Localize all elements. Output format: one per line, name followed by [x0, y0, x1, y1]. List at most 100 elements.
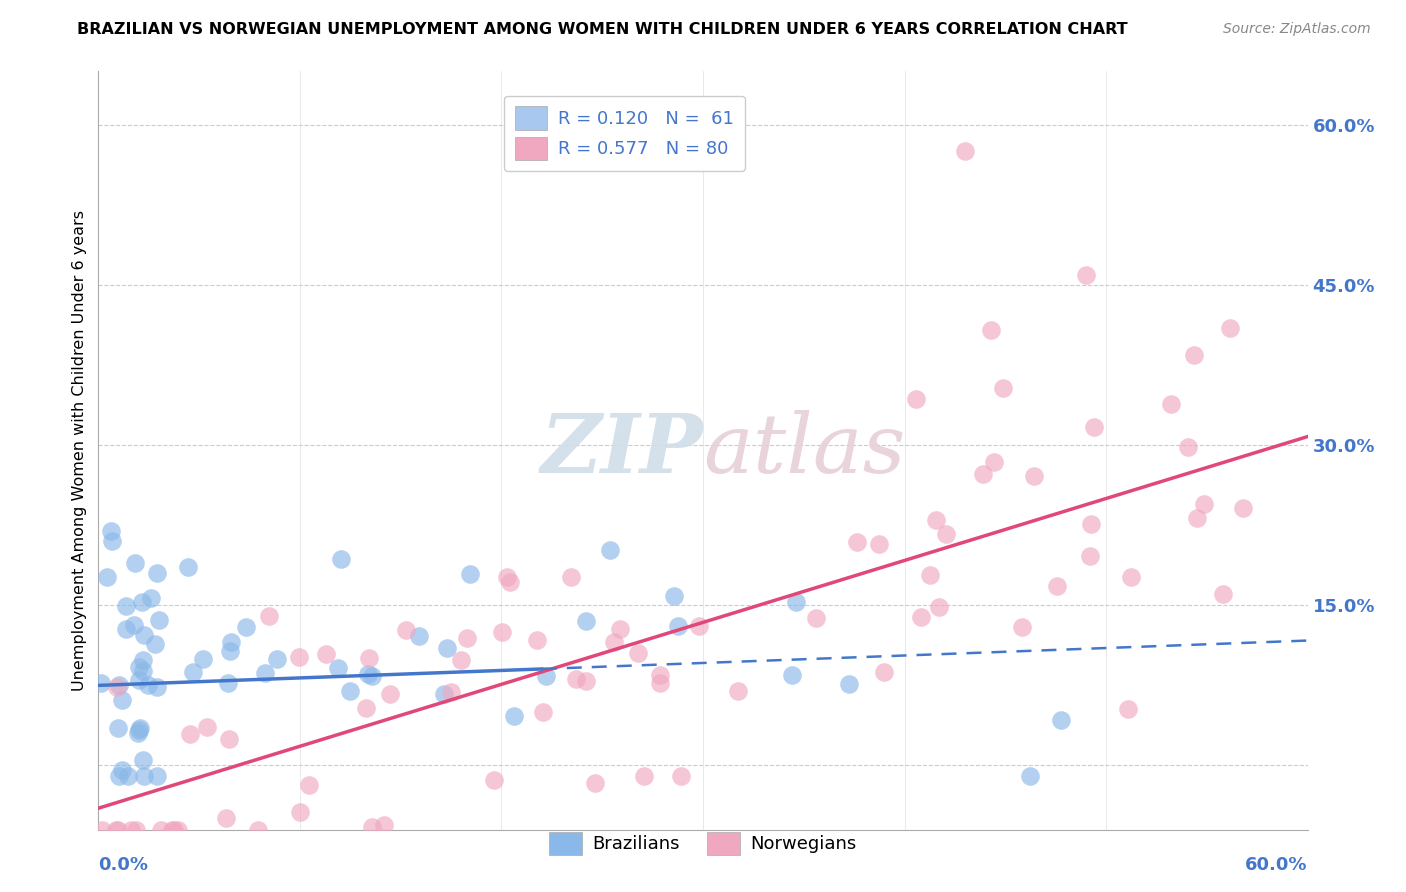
Point — [141, 591, 163, 605]
Point — [910, 610, 932, 624]
Point — [1185, 510, 1208, 524]
Point — [688, 619, 710, 633]
Point — [105, 681, 128, 695]
Point — [666, 619, 689, 633]
Text: Source: ZipAtlas.com: Source: ZipAtlas.com — [1223, 22, 1371, 37]
Point — [191, 651, 214, 665]
Point — [838, 677, 860, 691]
Point — [575, 614, 598, 628]
Text: ZIP: ZIP — [540, 410, 703, 491]
Point — [131, 595, 153, 609]
Point — [127, 726, 149, 740]
Point — [503, 709, 526, 723]
Point — [456, 631, 478, 645]
Point — [326, 661, 349, 675]
Point — [439, 685, 461, 699]
Point — [991, 380, 1014, 394]
Point — [373, 818, 395, 832]
Point — [980, 323, 1002, 337]
Point — [1192, 496, 1215, 510]
Point — [633, 769, 655, 783]
Point — [361, 820, 384, 834]
Point — [134, 627, 156, 641]
Point — [1078, 549, 1101, 563]
Point — [935, 526, 957, 541]
Point — [531, 706, 554, 720]
Point — [495, 570, 517, 584]
Point — [195, 720, 218, 734]
Point — [845, 535, 868, 549]
Point — [918, 567, 941, 582]
Point — [111, 763, 134, 777]
Legend: Brazilians, Norwegians: Brazilians, Norwegians — [543, 824, 863, 863]
Point — [90, 822, 112, 837]
Point — [669, 769, 692, 783]
Point — [100, 524, 122, 538]
Point — [972, 467, 994, 481]
Point — [458, 567, 481, 582]
Point — [804, 611, 827, 625]
Point — [111, 692, 134, 706]
Point — [117, 768, 139, 782]
Point — [983, 455, 1005, 469]
Point — [235, 620, 257, 634]
Point — [499, 575, 522, 590]
Point — [354, 701, 377, 715]
Point — [122, 618, 145, 632]
Point — [218, 731, 240, 746]
Point — [215, 811, 238, 825]
Point — [1160, 397, 1182, 411]
Text: 60.0%: 60.0% — [1246, 856, 1308, 874]
Point — [132, 664, 155, 678]
Point — [247, 822, 270, 837]
Point — [90, 676, 112, 690]
Point — [101, 534, 124, 549]
Text: 0.0%: 0.0% — [98, 856, 149, 874]
Point — [357, 651, 380, 665]
Point — [1080, 516, 1102, 531]
Point — [107, 822, 129, 837]
Point — [648, 676, 671, 690]
Y-axis label: Unemployment Among Women with Children Under 6 years: Unemployment Among Women with Children U… — [72, 210, 87, 691]
Point — [128, 673, 150, 688]
Point — [1018, 769, 1040, 783]
Point — [1232, 500, 1254, 515]
Text: atlas: atlas — [703, 410, 905, 491]
Point — [136, 678, 159, 692]
Point — [603, 634, 626, 648]
Point — [315, 647, 337, 661]
Point — [1046, 579, 1069, 593]
Point — [408, 629, 430, 643]
Point — [125, 822, 148, 837]
Point — [1182, 348, 1205, 362]
Point — [221, 635, 243, 649]
Point — [1022, 468, 1045, 483]
Point — [131, 653, 153, 667]
Point — [627, 646, 650, 660]
Point — [257, 608, 280, 623]
Point — [575, 673, 598, 688]
Point — [219, 644, 242, 658]
Point — [609, 622, 631, 636]
Point — [132, 753, 155, 767]
Point — [134, 769, 156, 783]
Point — [128, 723, 150, 738]
Point — [360, 669, 382, 683]
Point — [491, 625, 513, 640]
Point — [928, 599, 950, 614]
Point — [128, 660, 150, 674]
Point — [108, 678, 131, 692]
Point — [107, 721, 129, 735]
Point — [526, 633, 548, 648]
Point — [181, 665, 204, 680]
Point — [148, 614, 170, 628]
Point — [1050, 713, 1073, 727]
Point — [145, 680, 167, 694]
Point — [104, 822, 127, 837]
Point — [727, 683, 749, 698]
Point — [179, 727, 201, 741]
Point — [254, 665, 277, 680]
Point — [482, 772, 505, 787]
Point — [266, 652, 288, 666]
Point — [124, 556, 146, 570]
